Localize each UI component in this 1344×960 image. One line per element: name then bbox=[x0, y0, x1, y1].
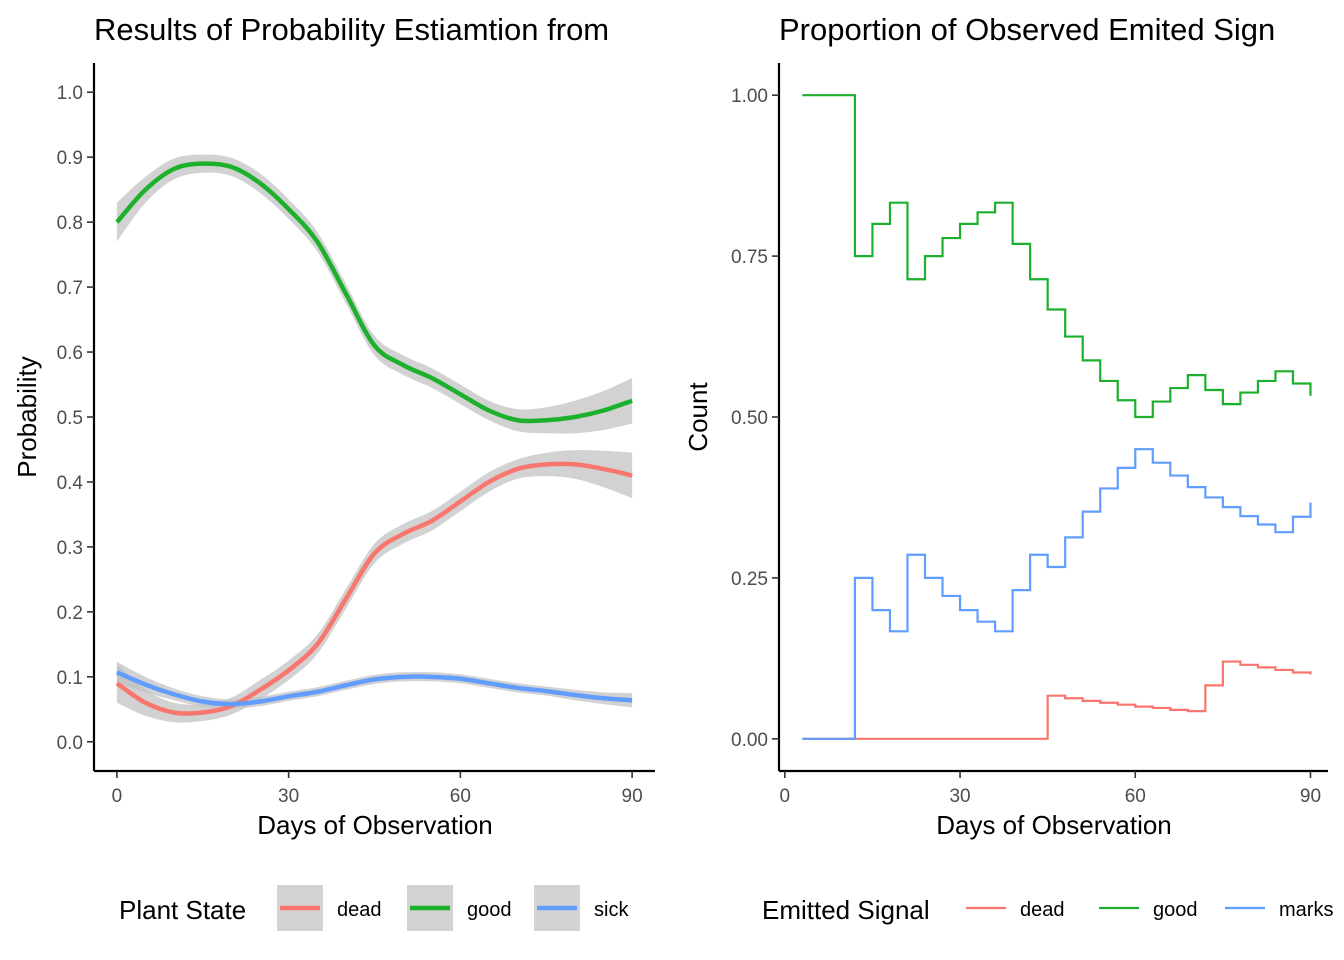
confidence-band-dead bbox=[116, 450, 633, 723]
left-y-tick-label: 0.4 bbox=[57, 473, 84, 494]
right-chart: Proportion of Observed Emited Sign 0.000… bbox=[683, 12, 1333, 925]
left-x-tick-label: 60 bbox=[450, 786, 471, 807]
legend-label-dead: dead bbox=[1020, 899, 1065, 921]
series-line-good bbox=[115, 161, 633, 424]
left-axes: 0.0 0.1 0.2 0.3 0.4 0.5 0.6 0.7 0.8 0.9 1.0 0 30 60 90 bbox=[57, 83, 643, 807]
left-y-tick-label: 0.9 bbox=[57, 148, 83, 169]
left-x-tick-label: 0 bbox=[112, 786, 123, 807]
left-y-tick-label: 0.1 bbox=[57, 668, 83, 689]
right-x-tick-label: 0 bbox=[780, 786, 791, 807]
right-x-axis-title: Days of Observation bbox=[936, 810, 1172, 840]
legend-label-marks: marks bbox=[1279, 899, 1333, 921]
series-line-dead bbox=[115, 461, 633, 716]
right-plot-area bbox=[802, 94, 1312, 740]
left-y-tick-label: 0.8 bbox=[57, 213, 83, 234]
left-chart-title: Results of Probability Estiamtion from bbox=[94, 12, 609, 47]
right-y-tick-label: 0.25 bbox=[731, 569, 768, 590]
left-x-tick-label: 30 bbox=[278, 786, 299, 807]
left-legend-keys: dead good sick bbox=[277, 885, 629, 931]
right-y-tick-label: 1.00 bbox=[731, 86, 768, 107]
left-y-axis-title: Probability bbox=[12, 356, 42, 477]
right-chart-title: Proportion of Observed Emited Sign bbox=[779, 12, 1275, 47]
confidence-band-good bbox=[116, 154, 633, 434]
legend-label-good: good bbox=[467, 899, 512, 921]
right-x-tick-label: 90 bbox=[1300, 786, 1321, 807]
left-legend: Plant State dead good sick bbox=[119, 885, 629, 931]
right-y-axis-title: Count bbox=[683, 382, 713, 452]
series-step-dead bbox=[802, 660, 1312, 740]
right-x-tick-label: 30 bbox=[949, 786, 970, 807]
left-y-tick-label: 0.3 bbox=[57, 538, 83, 559]
left-plot-area bbox=[115, 154, 633, 723]
left-y-tick-label: 0.2 bbox=[57, 603, 83, 624]
legend-label-sick: sick bbox=[594, 899, 629, 921]
right-legend-keys: dead good marks bbox=[966, 899, 1333, 921]
legend-label-good: good bbox=[1153, 899, 1198, 921]
right-legend: Emitted Signal dead good marks bbox=[762, 895, 1333, 925]
right-x-tick-label: 60 bbox=[1125, 786, 1146, 807]
left-y-tick-label: 0.6 bbox=[57, 343, 83, 364]
left-y-tick-label: 0.7 bbox=[57, 278, 83, 299]
right-axes: 0.00 0.25 0.50 0.75 1.00 0 30 60 90 bbox=[731, 86, 1321, 807]
left-x-axis-title: Days of Observation bbox=[257, 810, 493, 840]
right-y-tick-label: 0.00 bbox=[731, 730, 768, 751]
left-chart: Results of Probability Estiamtion from 0… bbox=[12, 12, 655, 931]
series-step-good bbox=[802, 94, 1312, 419]
left-y-tick-label: 0.5 bbox=[57, 408, 83, 429]
left-x-tick-label: 90 bbox=[622, 786, 643, 807]
left-y-tick-label: 1.0 bbox=[57, 83, 83, 104]
series-line-sick bbox=[116, 670, 633, 707]
right-y-tick-label: 0.75 bbox=[731, 247, 768, 268]
confidence-band-sick bbox=[116, 661, 633, 709]
right-legend-title: Emitted Signal bbox=[762, 895, 930, 925]
left-legend-title: Plant State bbox=[119, 895, 246, 925]
legend-label-dead: dead bbox=[337, 899, 382, 921]
series-step-marks bbox=[802, 448, 1312, 740]
right-y-tick-label: 0.50 bbox=[731, 408, 768, 429]
left-y-tick-label: 0.0 bbox=[57, 733, 83, 754]
